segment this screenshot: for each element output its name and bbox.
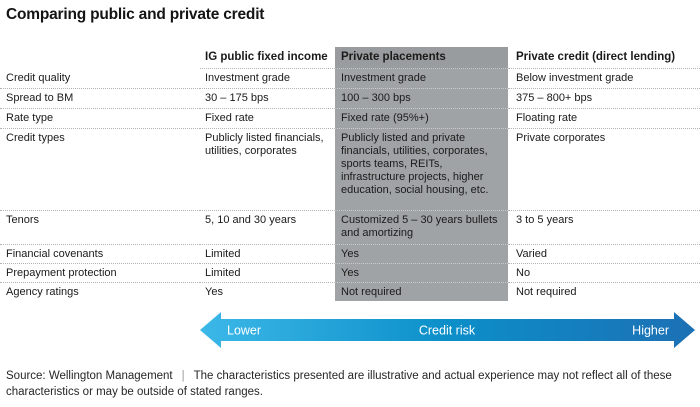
cell-types-public: Publicly listed financials, utilities, c… [200,129,335,211]
row-label-credit-types: Credit types [0,129,200,211]
cell-rate-direct: Floating rate [508,109,700,129]
cell-covenants-public: Limited [200,245,335,264]
cell-spread-placements: 100 – 300 bps [335,89,508,109]
arrow-label-credit-risk: Credit risk [419,324,476,338]
column-header-ig-public-fixed-income: IG public fixed income [200,47,335,69]
cell-tenors-public: 5, 10 and 30 years [200,211,335,245]
cell-credit-quality-direct: Below investment grade [508,69,700,89]
row-label-financial-covenants: Financial covenants [0,245,200,264]
row-label-credit-quality: Credit quality [0,69,200,89]
row-label-prepayment-protection: Prepayment protection [0,264,200,283]
source-note: Source: Wellington Management | The charac… [6,368,686,400]
figure-title: Comparing public and private credit [6,6,265,23]
source-text: Source: Wellington Management [6,370,173,382]
cell-types-placements: Publicly listed and private financials, … [335,129,508,211]
cell-spread-public: 30 – 175 bps [200,89,335,109]
cell-credit-quality-placements: Investment grade [335,69,508,89]
row-label-rate-type: Rate type [0,109,200,129]
cell-credit-quality-public: Investment grade [200,69,335,89]
column-header-empty [0,47,200,69]
cell-rate-public: Fixed rate [200,109,335,129]
cell-types-direct: Private corporates [508,129,700,211]
cell-covenants-direct: Varied [508,245,700,264]
disclaimer-text: The characteristics presented are illust… [6,370,672,398]
arrow-label-lower: Lower [227,324,261,338]
cell-tenors-placements: Customized 5 – 30 years bullets and amor… [335,211,508,245]
cell-ratings-placements: Not required [335,283,508,301]
row-label-spread-to-bm: Spread to BM [0,89,200,109]
row-label-agency-ratings: Agency ratings [6,286,79,298]
gradient-double-arrow-icon: Lower Credit risk Higher [200,312,695,348]
cell-ratings-public: Yes [205,286,223,298]
cell-rate-placements: Fixed rate (95%+) [335,109,508,129]
row-label-tenors: Tenors [0,211,200,245]
source-divider: | [181,370,185,382]
cell-prepayment-placements: Yes [335,264,508,283]
column-header-private-placements: Private placements [335,47,508,69]
column-header-private-credit: Private credit (direct lending) [508,47,700,69]
cell-prepayment-public: Limited [200,264,335,283]
credit-risk-arrow: Lower Credit risk Higher [199,311,696,349]
cell-tenors-direct: 3 to 5 years [508,211,700,245]
cell-prepayment-direct: No [508,264,700,283]
arrow-label-higher: Higher [632,324,669,338]
cell-covenants-placements: Yes [335,245,508,264]
cell-ratings-direct: Not required [516,286,577,298]
cell-spread-direct: 375 – 800+ bps [508,89,700,109]
comparison-table: IG public fixed income Private placement… [0,47,700,301]
